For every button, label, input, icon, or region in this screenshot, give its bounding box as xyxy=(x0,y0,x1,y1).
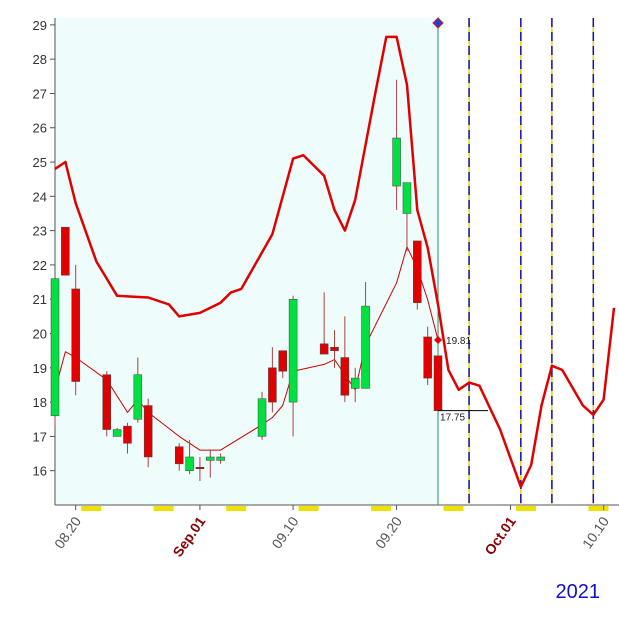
weekend-marker xyxy=(153,506,174,511)
candle-body xyxy=(61,226,70,276)
x-tick-label: Oct.01 xyxy=(481,513,519,557)
y-tick-label: 18 xyxy=(33,395,47,410)
x-tick-label: 09.20 xyxy=(372,513,405,551)
weekend-marker xyxy=(226,506,247,511)
candle-body xyxy=(143,405,153,458)
candle-body xyxy=(112,429,122,437)
weekend-marker xyxy=(588,506,609,511)
history-area xyxy=(55,18,439,505)
top-marker xyxy=(432,17,444,29)
candle-body xyxy=(185,456,194,471)
y-tick-label: 23 xyxy=(33,224,47,239)
y-tick-label: 28 xyxy=(33,52,47,67)
candle-body xyxy=(206,456,215,461)
y-tick-label: 19 xyxy=(33,361,47,376)
candle-body xyxy=(423,336,432,379)
candle-body xyxy=(319,343,329,355)
y-tick-label: 17 xyxy=(33,429,47,444)
y-tick-label: 24 xyxy=(33,189,47,204)
weekend-marker xyxy=(371,506,392,511)
y-tick-label: 20 xyxy=(33,327,47,342)
weekend-marker xyxy=(516,506,537,511)
last-value-label: 19.81 xyxy=(446,336,471,347)
candle-body xyxy=(433,355,443,411)
candle-body xyxy=(361,305,370,389)
candle-body xyxy=(413,240,422,303)
x-tick-label: 09.10 xyxy=(268,513,301,551)
candle-body xyxy=(102,374,112,430)
candle-body xyxy=(350,377,360,389)
weekend-marker xyxy=(443,506,464,511)
line-series xyxy=(54,246,439,451)
y-tick-label: 22 xyxy=(33,258,47,273)
candle-body xyxy=(71,288,80,382)
candle-body xyxy=(216,456,225,461)
y-tick-label: 16 xyxy=(33,464,47,479)
x-tick-label: 10.10 xyxy=(579,513,612,551)
candle-body xyxy=(195,467,205,470)
candle-body xyxy=(340,357,350,396)
y-tick-label: 26 xyxy=(33,121,47,136)
candle-body xyxy=(257,398,267,437)
candle-body xyxy=(330,346,339,351)
last-value-marker xyxy=(434,336,443,345)
line-series xyxy=(54,35,616,489)
y-tick-label: 21 xyxy=(33,292,47,307)
candle-body xyxy=(123,425,132,444)
candle-body xyxy=(278,350,287,372)
close-label: 17.75 xyxy=(440,413,465,424)
y-tick-label: 25 xyxy=(33,155,47,170)
weekend-marker xyxy=(81,506,102,511)
year-label: 2021 xyxy=(556,581,601,603)
candle-body xyxy=(402,182,412,214)
x-tick-label: Sep.01 xyxy=(169,513,208,559)
candle-body xyxy=(268,367,277,403)
y-tick-label: 27 xyxy=(33,86,47,101)
x-tick-label: 08.20 xyxy=(51,513,84,551)
weekend-marker xyxy=(298,506,319,511)
candle-body xyxy=(174,446,184,465)
candle-body xyxy=(50,278,60,417)
candle-body xyxy=(288,298,298,403)
y-tick-label: 29 xyxy=(33,18,47,33)
candle-body xyxy=(133,374,143,420)
candle-body xyxy=(392,137,401,187)
